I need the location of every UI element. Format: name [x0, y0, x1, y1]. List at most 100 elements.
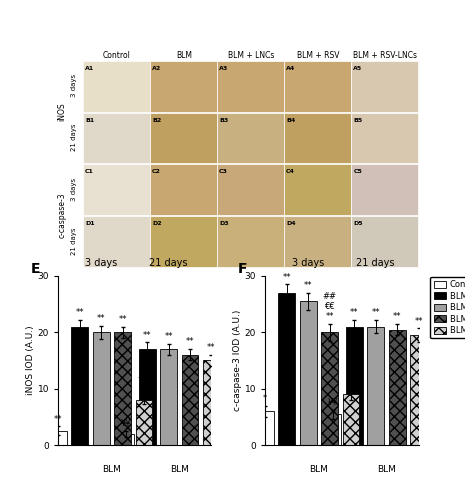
Text: **: ** — [393, 312, 401, 321]
Text: **: ** — [186, 338, 194, 346]
Text: 21 days: 21 days — [71, 124, 77, 151]
Text: F: F — [238, 262, 247, 276]
Text: **: ** — [54, 414, 62, 424]
Text: D1: D1 — [85, 221, 95, 226]
Text: C2: C2 — [152, 170, 161, 174]
Y-axis label: c-caspase-3 IOD (A.U.): c-caspase-3 IOD (A.U.) — [233, 310, 242, 411]
Bar — [83, 112, 150, 164]
Bar — [114, 332, 131, 445]
Text: B5: B5 — [353, 118, 363, 123]
Bar — [285, 164, 351, 215]
Text: **: ** — [414, 316, 423, 326]
Bar — [352, 216, 418, 266]
Text: B4: B4 — [286, 118, 295, 123]
Text: BLM: BLM — [170, 464, 189, 473]
Text: **: ** — [350, 308, 359, 317]
Text: *: * — [263, 394, 267, 402]
Bar — [93, 332, 110, 445]
Text: A4: A4 — [286, 66, 295, 71]
Text: BLM + RSV: BLM + RSV — [297, 51, 339, 60]
Text: 21 days: 21 days — [356, 258, 395, 268]
Text: ##: ## — [137, 374, 151, 382]
Bar — [150, 112, 217, 164]
Text: 21 days: 21 days — [71, 227, 77, 254]
Bar — [345, 326, 363, 445]
Bar — [218, 216, 284, 266]
Bar — [150, 164, 217, 215]
Bar — [285, 61, 351, 112]
Bar — [278, 293, 295, 445]
Text: **: ** — [372, 308, 380, 317]
Text: **: ** — [143, 330, 151, 340]
Text: 3 days: 3 days — [292, 258, 324, 268]
Text: D4: D4 — [286, 221, 296, 226]
Bar — [324, 414, 341, 445]
Text: E: E — [31, 262, 40, 276]
Bar — [257, 411, 273, 445]
Legend: Control, BLM + Vehicle, BLM + LNCs, BLM + RSV, BLM + RSV-LNCs: Control, BLM + Vehicle, BLM + LNCs, BLM … — [430, 277, 465, 338]
Text: ##: ## — [323, 292, 337, 301]
Bar — [181, 355, 199, 445]
Bar — [150, 216, 217, 266]
Text: 21 days: 21 days — [149, 258, 188, 268]
Text: A1: A1 — [85, 66, 94, 71]
Bar — [352, 61, 418, 112]
Text: C1: C1 — [85, 170, 94, 174]
Bar — [71, 326, 88, 445]
Text: 3 days: 3 days — [71, 178, 77, 201]
Y-axis label: iNOS IOD (A.U.): iNOS IOD (A.U.) — [26, 326, 35, 396]
Text: ¥¥: ¥¥ — [327, 398, 338, 406]
Text: A3: A3 — [219, 66, 228, 71]
Text: **: ** — [304, 281, 312, 290]
Bar — [389, 330, 405, 445]
Text: D3: D3 — [219, 221, 229, 226]
Text: **: ** — [164, 332, 173, 341]
Bar — [367, 326, 384, 445]
Text: BLM + RSV-LNCs: BLM + RSV-LNCs — [353, 51, 417, 60]
Text: **: ** — [75, 308, 84, 317]
Bar — [139, 349, 155, 445]
Text: A5: A5 — [353, 66, 363, 71]
Bar — [83, 61, 150, 112]
Bar — [343, 394, 359, 445]
Text: **: ** — [118, 315, 127, 324]
Text: BLM: BLM — [176, 51, 192, 60]
Text: BLM + LNCs: BLM + LNCs — [228, 51, 274, 60]
Bar — [83, 164, 150, 215]
Text: iNOS: iNOS — [57, 102, 66, 121]
Text: **: ** — [326, 312, 334, 321]
Text: €€: €€ — [324, 302, 335, 311]
Bar — [83, 216, 150, 266]
Text: Control: Control — [103, 51, 131, 60]
Text: ¥¥: ¥¥ — [120, 419, 131, 428]
Bar — [160, 349, 177, 445]
Text: 3 days: 3 days — [85, 258, 117, 268]
Text: *: * — [349, 377, 353, 386]
Text: B3: B3 — [219, 118, 228, 123]
Text: D5: D5 — [353, 221, 363, 226]
Text: **: ** — [140, 384, 148, 392]
Bar — [299, 302, 317, 445]
Text: C5: C5 — [353, 170, 362, 174]
Text: A2: A2 — [152, 66, 161, 71]
Text: €€: €€ — [139, 364, 149, 372]
Bar — [135, 400, 153, 445]
Text: BLM: BLM — [309, 464, 328, 473]
Bar — [410, 335, 427, 445]
Text: C3: C3 — [219, 170, 228, 174]
Text: C4: C4 — [286, 170, 295, 174]
Bar — [321, 332, 338, 445]
Bar — [218, 112, 284, 164]
Bar — [352, 112, 418, 164]
Text: B1: B1 — [85, 118, 94, 123]
Text: BLM: BLM — [102, 464, 121, 473]
Text: **: ** — [207, 343, 216, 352]
Bar — [218, 164, 284, 215]
Bar — [117, 434, 134, 445]
Bar — [218, 61, 284, 112]
Bar — [150, 61, 217, 112]
Text: **: ** — [97, 314, 105, 322]
Text: 3 days: 3 days — [71, 74, 77, 98]
Bar — [50, 431, 66, 445]
Text: **: ** — [282, 272, 291, 281]
